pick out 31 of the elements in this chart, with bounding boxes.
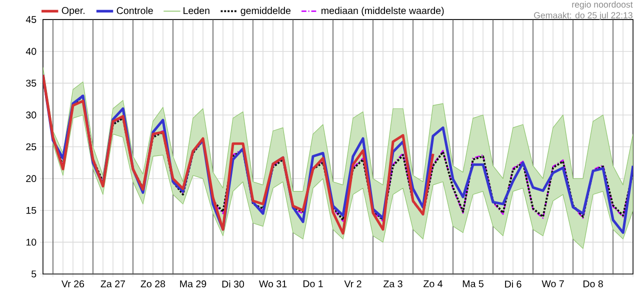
x-tick-label: Di 30 — [222, 280, 244, 288]
x-tick-label: Vr 2 — [344, 280, 362, 288]
text: regio noordoost — [572, 1, 633, 10]
x-tick-label: Zo 28 — [140, 280, 166, 288]
legend-label: gemiddelde — [240, 7, 291, 16]
x-tick-label: Do 8 — [583, 280, 603, 288]
x-tick-label: Di 6 — [505, 280, 522, 288]
y-tick-label: 5 — [32, 270, 36, 278]
x-tick-label: Vr 26 — [62, 280, 84, 288]
y-tick-label: 10 — [26, 238, 36, 246]
legend-label: Oper. — [62, 7, 84, 16]
line-series — [42, 74, 434, 235]
y-tick-label: 40 — [26, 48, 36, 56]
legend-label: mediaan (middelste waarde) — [322, 7, 444, 16]
x-tick-label: Za 27 — [100, 280, 125, 288]
annotation: Gemaakt: do 25 jul 22:13 — [534, 12, 632, 20]
legend-label: Leden — [184, 7, 210, 14]
y-tick-label: 20 — [26, 175, 36, 182]
y-tick-label: 35 — [26, 80, 36, 87]
y-tick-label: 45 — [26, 16, 36, 24]
x-tick-label: Do 1 — [303, 280, 323, 288]
x-tick-label: Za 3 — [384, 280, 402, 288]
x-tick-label: Ma 29 — [180, 280, 206, 288]
x-tick-label: Wo 7 — [542, 280, 564, 288]
legend-label: Controle — [116, 7, 153, 14]
y-tick-label: 30 — [26, 112, 36, 119]
y-tick-label: 25 — [26, 144, 36, 150]
x-tick-label: Ma 5 — [462, 280, 484, 288]
x-tick-label: Zo 4 — [424, 280, 443, 288]
y-tick-label: 15 — [26, 207, 36, 214]
x-tick-label: Wo 31 — [258, 280, 287, 288]
